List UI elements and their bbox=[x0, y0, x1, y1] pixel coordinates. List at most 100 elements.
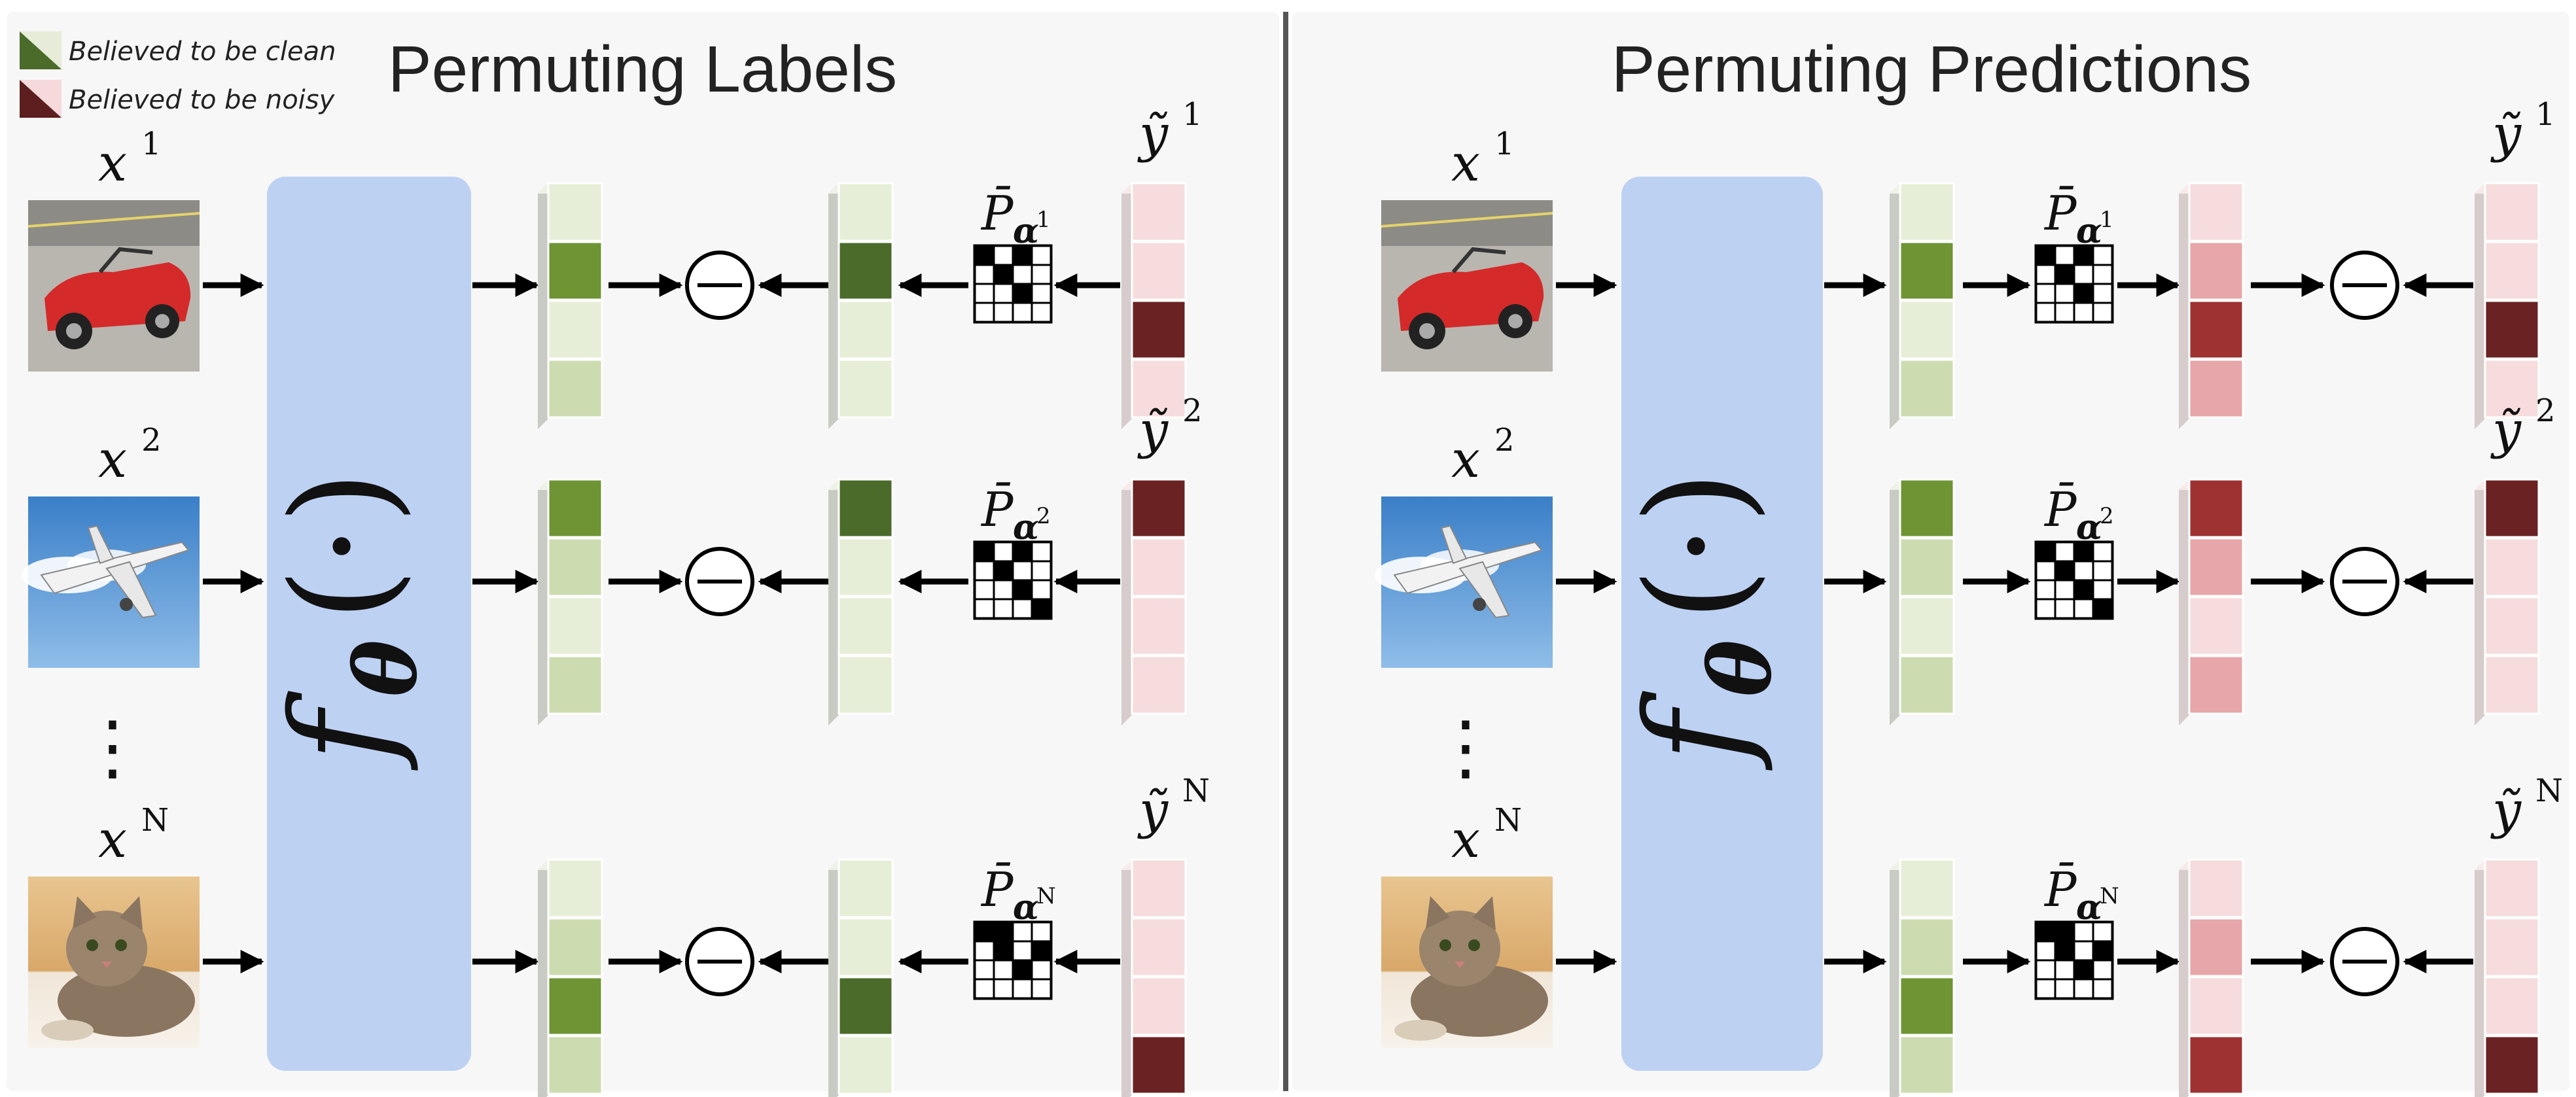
left-row-0-prediction-vector-cell-2 bbox=[547, 300, 603, 360]
left-panel-title: Permuting Labels bbox=[388, 33, 897, 106]
left-row-1-permuted-label-vector-cell-2 bbox=[838, 596, 894, 656]
right-row-1: x 2 ỹ 2P̄ α2 bbox=[1375, 392, 2556, 725]
right-row-2-noisy-label-vector-cell-0 bbox=[2484, 858, 2540, 918]
right-row-0-prediction-vector bbox=[1890, 182, 1955, 429]
left-row-1-noisy-label-vector-cell-3 bbox=[1131, 655, 1187, 715]
left-row-2-prediction-vector-cell-2 bbox=[547, 976, 603, 1036]
left-row-0-noisy-label-vector-cell-1 bbox=[1131, 241, 1187, 301]
right-row-1-permuted-prediction-vector-cell-2 bbox=[2188, 596, 2244, 656]
left-row-2-permuted-label-vector-cell-1 bbox=[838, 917, 894, 977]
left-row-1-permuted-label-vector-cell-0 bbox=[838, 478, 894, 538]
left-row-2-x-label-sup: N bbox=[141, 802, 169, 839]
left-row-2-noisy-label-vector-cell-3 bbox=[1131, 1035, 1187, 1095]
left-row-0-permuted-label-vector-cell-1 bbox=[838, 241, 894, 301]
left-row-1-noisy-label-vector bbox=[1121, 478, 1187, 725]
left-row-0-permuted-label-vector bbox=[828, 182, 894, 429]
right-row-1-permuted-prediction-vector-cell-3 bbox=[2188, 655, 2244, 715]
right-row-0-permuted-prediction-vector-cell-2 bbox=[2188, 300, 2244, 360]
left-row-2-perm-label-index: N bbox=[1036, 883, 1056, 909]
left-row-0-perm-label-index: 1 bbox=[1036, 207, 1051, 233]
right-row-1-perm-matrix bbox=[2034, 540, 2114, 620]
left-row-2-perm-label-p: P̄ bbox=[980, 862, 1014, 917]
right-row-2-y-label-base: ỹ bbox=[2490, 781, 2522, 840]
right-row-2-perm-matrix bbox=[2034, 920, 2114, 1000]
right-row-1-prediction-vector-cell-2 bbox=[1899, 596, 1955, 656]
right-row-1-noisy-label-vector-cell-1 bbox=[2484, 537, 2540, 597]
right-row-0-x-label-sup: 1 bbox=[1494, 126, 1515, 162]
right-row-1-noisy-label-vector-cell-2 bbox=[2484, 596, 2540, 656]
right-row-0-prediction-vector-cell-2 bbox=[1899, 300, 1955, 360]
left-row-2-minus-op bbox=[685, 927, 754, 996]
left-row-2-noisy-label-vector-cell-2 bbox=[1131, 976, 1187, 1036]
right-row-0-y-label-sup: 1 bbox=[2535, 96, 2556, 133]
right-row-0-noisy-label-vector-cell-3 bbox=[2484, 358, 2540, 419]
left-model-block: f θ (·) bbox=[262, 177, 471, 1071]
left-row-1-permuted-label-vector-cell-1 bbox=[838, 537, 894, 597]
legend: Believed to be clean Believed to be nois… bbox=[20, 31, 336, 118]
left-row-0-y-label-base: ỹ bbox=[1137, 105, 1169, 164]
left-row-0-noisy-label-vector-cell-0 bbox=[1131, 182, 1187, 242]
right-model-label-arg: (·) bbox=[1616, 470, 1776, 621]
right-row-0-perm-matrix bbox=[2034, 244, 2114, 324]
right-row-2-permuted-prediction-vector-cell-2 bbox=[2188, 976, 2244, 1036]
right-row-0-noisy-label-vector bbox=[2475, 182, 2540, 429]
left-row-0-perm-matrix bbox=[973, 244, 1053, 324]
left-row-1-permuted-label-vector-cell-3 bbox=[838, 655, 894, 715]
left-row-1-prediction-vector-cell-2 bbox=[547, 596, 603, 656]
right-row-2-perm-label-p: P̄ bbox=[2043, 862, 2077, 917]
left-model-label-arg: (·) bbox=[262, 470, 422, 621]
right-row-0-noisy-label-vector-cell-0 bbox=[2484, 182, 2540, 242]
right-row-0-noisy-label-vector-cell-1 bbox=[2484, 241, 2540, 301]
left-row-0-noisy-label-vector-cell-3 bbox=[1131, 358, 1187, 419]
right-row-2-minus-op bbox=[2330, 927, 2399, 996]
right-row-0-perm-label-p: P̄ bbox=[2043, 185, 2077, 241]
right-row-1-permuted-prediction-vector-cell-1 bbox=[2188, 537, 2244, 597]
left-row-1-airplane-image bbox=[22, 496, 200, 668]
right-row-1-airplane-image bbox=[1375, 496, 1553, 668]
right-row-2-permuted-prediction-vector-cell-0 bbox=[2188, 858, 2244, 918]
right-model-block: f θ (·) bbox=[1616, 177, 1823, 1071]
right-row-1-permuted-prediction-vector bbox=[2179, 478, 2244, 725]
left-row-2-y-label-sup: N bbox=[1182, 773, 1210, 809]
left-row-0-permuted-label-vector-cell-3 bbox=[838, 358, 894, 419]
right-model-label-theta: θ bbox=[1690, 640, 1790, 697]
left-row-0-noisy-label-vector-cell-2 bbox=[1131, 300, 1187, 360]
left-row-1-noisy-label-vector-cell-0 bbox=[1131, 478, 1187, 538]
left-row-1-noisy-label-vector-cell-1 bbox=[1131, 537, 1187, 597]
right-row-0-permuted-prediction-vector-cell-1 bbox=[2188, 241, 2244, 301]
left-row-0-prediction-vector-cell-3 bbox=[547, 358, 603, 419]
left-row-0-x-label-sup: 1 bbox=[141, 126, 162, 162]
left-row-2-y-label-base: ỹ bbox=[1137, 781, 1169, 840]
left-row-1-x-label-base: x bbox=[98, 430, 127, 489]
legend-noisy-swatch bbox=[20, 80, 62, 118]
right-row-1-perm-label-index: 2 bbox=[2100, 503, 2114, 529]
right-row-1-x-label-base: x bbox=[1451, 430, 1480, 489]
right-row-2-noisy-label-vector-cell-3 bbox=[2484, 1035, 2540, 1095]
left-row-2-permuted-label-vector-cell-0 bbox=[838, 858, 894, 918]
right-row-2-prediction-vector bbox=[1890, 858, 1955, 1097]
right-row-1-prediction-vector-cell-3 bbox=[1899, 655, 1955, 715]
left-row-2-noisy-label-vector bbox=[1121, 858, 1187, 1097]
right-row-0-car-image bbox=[1381, 200, 1553, 372]
left-row-2-perm-matrix bbox=[973, 920, 1053, 1000]
right-row-0-minus-op bbox=[2330, 251, 2399, 320]
right-row-2-permuted-prediction-vector-cell-3 bbox=[2188, 1035, 2244, 1095]
right-row-1-permuted-prediction-vector-cell-0 bbox=[2188, 478, 2244, 538]
right-panel-title: Permuting Predictions bbox=[1612, 33, 2251, 106]
right-row-1-y-label-base: ỹ bbox=[2490, 401, 2522, 460]
right-row-0-prediction-vector-cell-1 bbox=[1899, 241, 1955, 301]
left-row-0-permuted-label-vector-cell-0 bbox=[838, 182, 894, 242]
right-row-2-prediction-vector-cell-0 bbox=[1899, 858, 1955, 918]
right-row-2-cat-image bbox=[1381, 877, 1553, 1048]
left-row-0-prediction-vector bbox=[538, 182, 603, 429]
right-row-1-prediction-vector-cell-1 bbox=[1899, 537, 1955, 597]
